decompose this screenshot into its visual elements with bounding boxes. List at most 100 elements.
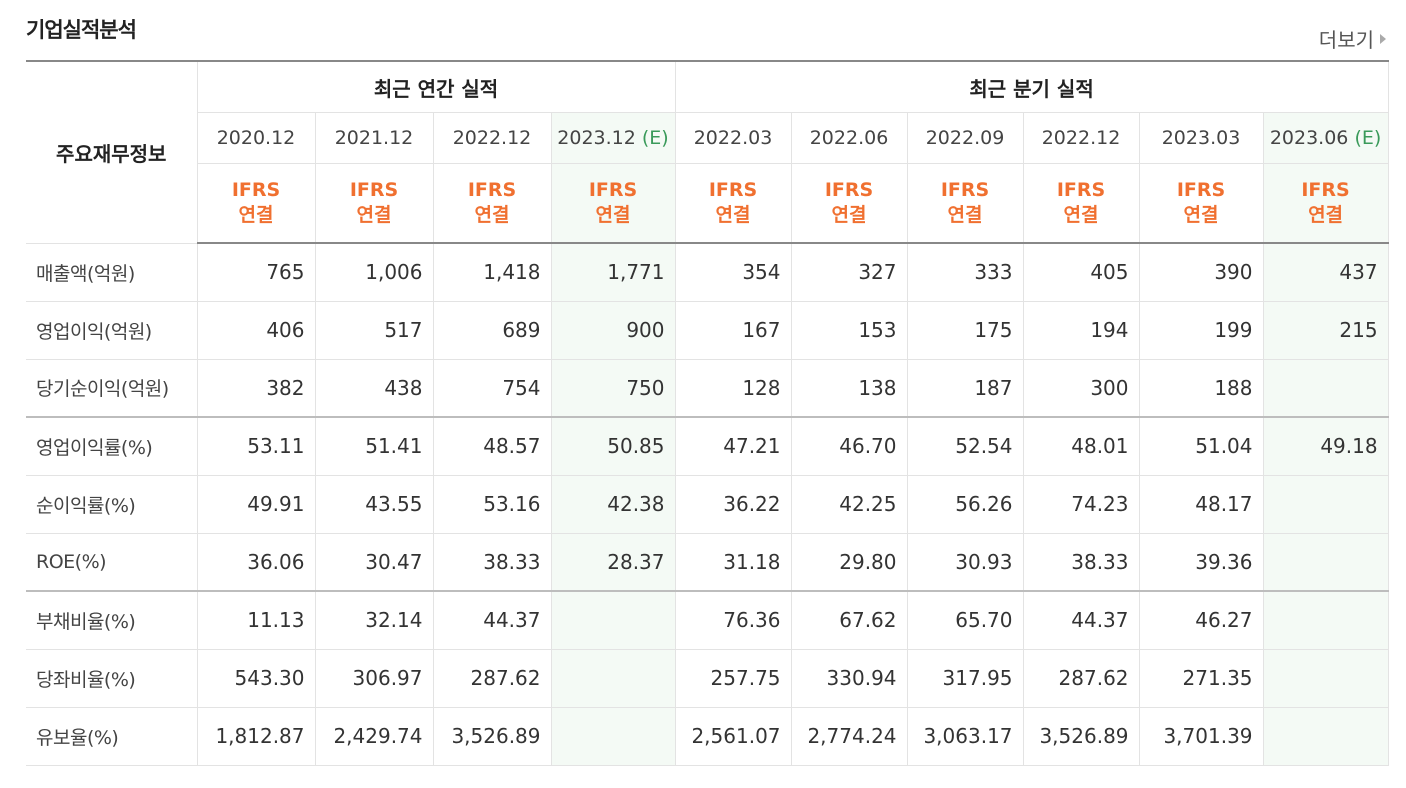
table-cell: 330.94	[790, 648, 908, 708]
table-cell: 287.62	[1022, 648, 1140, 708]
period-label: 2023.03	[1161, 127, 1241, 149]
table-cell: 3,063.17	[906, 706, 1024, 766]
table-cell: 765	[196, 242, 316, 302]
period-header: 2022.09	[906, 112, 1024, 164]
basis-header: IFRS 연결	[550, 163, 676, 244]
table-cell: 1,771	[550, 242, 676, 302]
table-cell: 38.33	[1022, 532, 1140, 592]
table-cell: 354	[674, 242, 792, 302]
table-cell: 31.18	[674, 532, 792, 592]
row-label: 당좌비율(%)	[26, 648, 198, 708]
table-cell: 3,701.39	[1138, 706, 1264, 766]
table-cell: 187	[906, 358, 1024, 418]
table-cell: 257.75	[674, 648, 792, 708]
table-cell	[1262, 474, 1389, 534]
more-link[interactable]: 더보기	[1319, 24, 1386, 53]
table-cell: 43.55	[314, 474, 434, 534]
period-label: 2023.06	[1269, 127, 1349, 149]
table-cell: 517	[314, 300, 434, 360]
table-cell: 438	[314, 358, 434, 418]
estimate-mark: (E)	[1354, 127, 1382, 149]
section-header: 기업실적분석 더보기	[0, 0, 1406, 60]
table-row: 유보율(%) 1,812.87 2,429.74 3,526.89 2,561.07 2,…	[26, 706, 1389, 766]
period-label: 2022.12	[1041, 127, 1121, 149]
table-cell: 67.62	[790, 590, 908, 650]
period-header: 2022.12	[1022, 112, 1140, 164]
row-label: 유보율(%)	[26, 706, 198, 766]
table-cell: 215	[1262, 300, 1389, 360]
period-label: 2022.03	[693, 127, 773, 149]
table-cell	[1262, 706, 1389, 766]
period-header: 2023.03	[1138, 112, 1264, 164]
period-label: 2023.12	[557, 127, 636, 149]
table-cell: 390	[1138, 242, 1264, 302]
basis-header: IFRS 연결	[314, 163, 434, 244]
row-label: 영업이익률(%)	[26, 416, 198, 476]
table-cell	[550, 590, 676, 650]
period-header: 2023.06 (E)	[1262, 112, 1389, 164]
table-cell	[1262, 590, 1389, 650]
basis-standard: IFRS	[940, 179, 990, 201]
basis-scope: 연결	[1183, 204, 1219, 226]
table-cell: 47.21	[674, 416, 792, 476]
basis-scope: 연결	[715, 204, 751, 226]
table-cell: 49.18	[1262, 416, 1389, 476]
section-title: 기업실적분석	[26, 18, 137, 42]
table-cell: 46.70	[790, 416, 908, 476]
group-header-quarter: 최근 분기 실적	[674, 60, 1389, 113]
table-cell	[550, 706, 676, 766]
basis-scope: 연결	[474, 204, 510, 226]
period-label: 2020.12	[216, 127, 296, 149]
basis-scope: 연결	[238, 204, 274, 226]
table-cell: 11.13	[196, 590, 316, 650]
table-cell: 56.26	[906, 474, 1024, 534]
table-row: 당좌비율(%) 543.30 306.97 287.62 257.75 330.94 317…	[26, 648, 1389, 708]
table-cell: 36.22	[674, 474, 792, 534]
table-cell: 28.37	[550, 532, 676, 592]
table-cell	[1262, 532, 1389, 592]
table-cell: 900	[550, 300, 676, 360]
basis-header: IFRS 연결	[196, 163, 316, 244]
table-cell	[550, 648, 676, 708]
table-cell: 53.11	[196, 416, 316, 476]
table-cell: 300	[1022, 358, 1140, 418]
table-cell: 51.04	[1138, 416, 1264, 476]
table-cell: 754	[432, 358, 552, 418]
basis-scope: 연결	[831, 204, 867, 226]
table-cell: 405	[1022, 242, 1140, 302]
table-cell: 382	[196, 358, 316, 418]
table-row: 부채비율(%) 11.13 32.14 44.37 76.36 67.62 65.70 44.…	[26, 590, 1389, 650]
table-cell: 42.25	[790, 474, 908, 534]
period-label: 2022.09	[925, 127, 1005, 149]
table-cell: 29.80	[790, 532, 908, 592]
table-cell: 48.17	[1138, 474, 1264, 534]
period-label: 2022.12	[452, 127, 532, 149]
basis-header: IFRS 연결	[790, 163, 908, 244]
basis-standard: IFRS	[349, 179, 399, 201]
table-cell: 44.37	[432, 590, 552, 650]
table-row: 당기순이익(억원) 382 438 754 750 128 138 187 300 188	[26, 358, 1389, 418]
basis-standard: IFRS	[1056, 179, 1106, 201]
table-row: 순이익률(%) 49.91 43.55 53.16 42.38 36.22 42.25 56.…	[26, 474, 1389, 534]
table-cell: 199	[1138, 300, 1264, 360]
period-header: 2021.12	[314, 112, 434, 164]
row-label: 매출액(억원)	[26, 242, 198, 302]
table-cell: 49.91	[196, 474, 316, 534]
group-header-annual: 최근 연간 실적	[196, 60, 676, 113]
table-cell: 2,774.24	[790, 706, 908, 766]
table-row: ROE(%) 36.06 30.47 38.33 28.37 31.18 29.80 30.9…	[26, 532, 1389, 592]
table-cell: 30.47	[314, 532, 434, 592]
table-cell: 2,561.07	[674, 706, 792, 766]
table-cell: 48.01	[1022, 416, 1140, 476]
table-cell: 689	[432, 300, 552, 360]
table-cell: 153	[790, 300, 908, 360]
row-label: 순이익률(%)	[26, 474, 198, 534]
basis-standard: IFRS	[1301, 179, 1350, 201]
table-cell: 48.57	[432, 416, 552, 476]
corner-header: 주요재무정보	[26, 60, 198, 244]
table-cell: 32.14	[314, 590, 434, 650]
basis-standard: IFRS	[467, 179, 517, 201]
table-cell: 271.35	[1138, 648, 1264, 708]
table-cell: 750	[550, 358, 676, 418]
table-cell: 53.16	[432, 474, 552, 534]
